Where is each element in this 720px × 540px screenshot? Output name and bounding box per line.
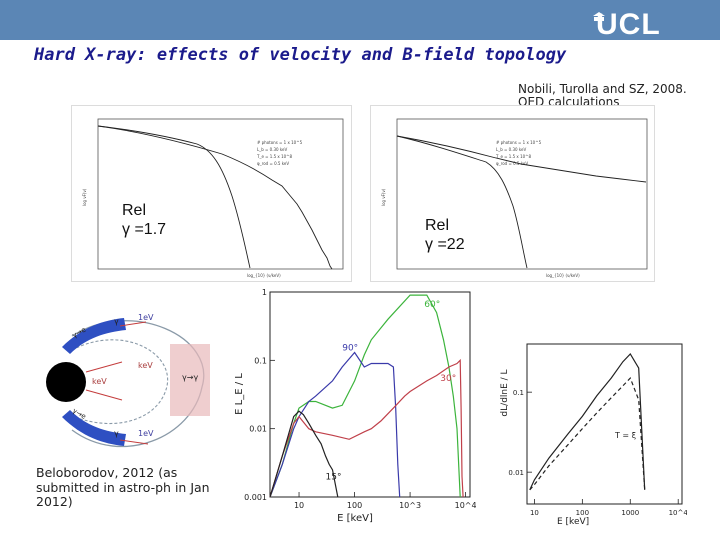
axes-right	[396, 118, 648, 270]
photon-arrow	[119, 439, 149, 445]
x-tick-label: 10^4	[455, 501, 476, 510]
series-group	[269, 294, 464, 498]
series-label-group: 60° 90° 30° 15°	[326, 300, 457, 482]
label-gamma-bottom: γ	[114, 429, 119, 438]
spectrum-chart-left: # photons = 1 x 10^5 L_b = 0.30 keV T_e …	[82, 118, 344, 278]
y-tick-label: 0.1	[254, 356, 267, 365]
citation-line-1: Nobili, Turolla and SZ, 2008.	[518, 82, 687, 96]
series-label: 60°	[424, 300, 440, 310]
emission-region	[170, 344, 210, 416]
series-label: 90°	[342, 343, 358, 353]
photon-arrow	[85, 389, 123, 401]
legend-right: # photons = 1 x 10^5 L_b = 0.30 keV T_e …	[495, 140, 542, 166]
legend-entry: # photons = 1 x 10^5	[257, 140, 303, 145]
x-tick-label: 10	[294, 501, 304, 510]
legend-entry: T_e = 1.5 x 10^8	[256, 154, 293, 159]
spectrum-panel-left: # photons = 1 x 10^5 L_b = 0.30 keV T_e …	[71, 105, 352, 282]
series-line-extended	[396, 135, 647, 183]
series-group	[529, 353, 646, 491]
x-tick-label: 1000	[621, 509, 639, 517]
magnetosphere-diagram: γ γ→e 1eV keV keV γ→γ γ→e γ 1eV	[42, 302, 212, 462]
legend-entry: φ_rod = 0.5 keV	[257, 161, 289, 166]
x-tick-label: 100	[576, 509, 589, 517]
series-line	[269, 358, 464, 498]
x-tick-label: 10^3	[399, 501, 421, 510]
series-label: 30°	[440, 374, 456, 384]
tick-group: 10 100 10^3 10^4 0.001 0.01 0.1 1	[244, 288, 477, 510]
y-axis-label: dL/dlnE / L	[500, 369, 510, 416]
x-axis-label: log_{10} (ν/keV)	[247, 273, 281, 278]
rel-text: Rel	[122, 202, 147, 219]
y-tick-label: 0.01	[508, 469, 524, 477]
x-tick-label: 10	[530, 509, 539, 517]
photon-arrow	[119, 321, 147, 327]
series-label: 15°	[326, 473, 342, 483]
legend-entry: T_e = 1.5 x 10^8	[495, 154, 532, 159]
series-line	[269, 410, 339, 498]
series-line	[269, 351, 401, 498]
legend-entry: # photons = 1 x 10^5	[496, 140, 542, 145]
rel-text: Rel	[425, 217, 450, 234]
y-tick-label: 0.01	[249, 425, 267, 434]
plot-frame	[526, 343, 683, 505]
legend-entry: L_b = 0.30 keV	[257, 147, 287, 152]
label-lev-bottom: 1eV	[138, 429, 154, 438]
x-axis-label: E [keV]	[557, 517, 589, 527]
series-line-stepped	[97, 125, 333, 270]
figure-caption: Beloborodov, 2012 (as submitted in astro…	[36, 465, 210, 509]
axes-left	[97, 118, 344, 270]
legend-left: # photons = 1 x 10^5 L_b = 0.30 keV T_e …	[256, 140, 303, 166]
rel-annotation-left: Rel γ =1.7	[122, 201, 166, 239]
y-axis-label: E L_E / L	[234, 373, 245, 415]
x-axis-label: log_{10} (ν/keV)	[546, 273, 580, 278]
plot-frame	[269, 291, 471, 498]
slide-title: Hard X-ray: effects of velocity and B-fi…	[34, 45, 567, 65]
label-kev-right: keV	[138, 361, 153, 370]
y-tick-label: 1	[262, 288, 267, 297]
series-line-solid	[396, 135, 528, 269]
x-tick-label: 10^4	[669, 509, 687, 517]
series-line	[529, 353, 646, 491]
series-line	[269, 294, 461, 498]
y-tick-label: 0.1	[513, 389, 524, 397]
legend-entry: L_b = 0.30 keV	[496, 147, 526, 152]
beloborodov-diagram: γ γ→e 1eV keV keV γ→γ γ→e γ 1eV	[42, 302, 212, 462]
ucl-logo: UCL	[596, 8, 661, 41]
angle-spectra-panel: 10 100 10^3 10^4 0.001 0.01 0.1 1 60° 90° 30° 15° …	[230, 288, 477, 528]
legend-entry: φ_rod = 0.5 keV	[496, 161, 528, 166]
spectrum-chart-right: # photons = 1 x 10^5 L_b = 0.30 keV T_e …	[381, 118, 648, 278]
x-tick-label: 100	[347, 501, 362, 510]
ucl-crest-icon	[593, 12, 605, 21]
y-tick-label: 0.001	[244, 493, 267, 502]
x-axis-label: E [keV]	[337, 513, 373, 524]
y-axis-label: log νF(ν)	[381, 188, 386, 206]
series-line-solid	[97, 125, 251, 269]
label-gamma-top: γ	[114, 317, 119, 326]
right-spectrum-panel: 10 100 1000 10^4 0.01 0.1 E [keV] dL/dlnE / L…	[497, 338, 688, 528]
right-spectrum-chart: 10 100 1000 10^4 0.01 0.1 E [keV] dL/dlnE / L…	[500, 343, 688, 527]
neutron-star	[46, 362, 86, 402]
gamma-text: γ =1.7	[122, 221, 167, 238]
tick-group: 10 100 1000 10^4 0.01 0.1	[508, 389, 688, 517]
label-kev-left: keV	[92, 377, 107, 386]
rel-annotation-right: Rel γ =22	[425, 216, 465, 254]
y-axis-label: log νF(ν)	[82, 188, 87, 206]
spectrum-panel-right: # photons = 1 x 10^5 L_b = 0.30 keV T_e …	[370, 105, 655, 282]
gamma-text: γ =22	[425, 236, 465, 253]
beam-top	[62, 318, 126, 354]
series-line	[529, 377, 646, 491]
label-gamma-right: γ→γ	[182, 373, 198, 382]
beam-bottom	[62, 410, 126, 446]
series-annotation: T = ξ	[614, 431, 636, 440]
photon-arrow	[85, 361, 123, 373]
label-lev-top: 1eV	[138, 313, 154, 322]
